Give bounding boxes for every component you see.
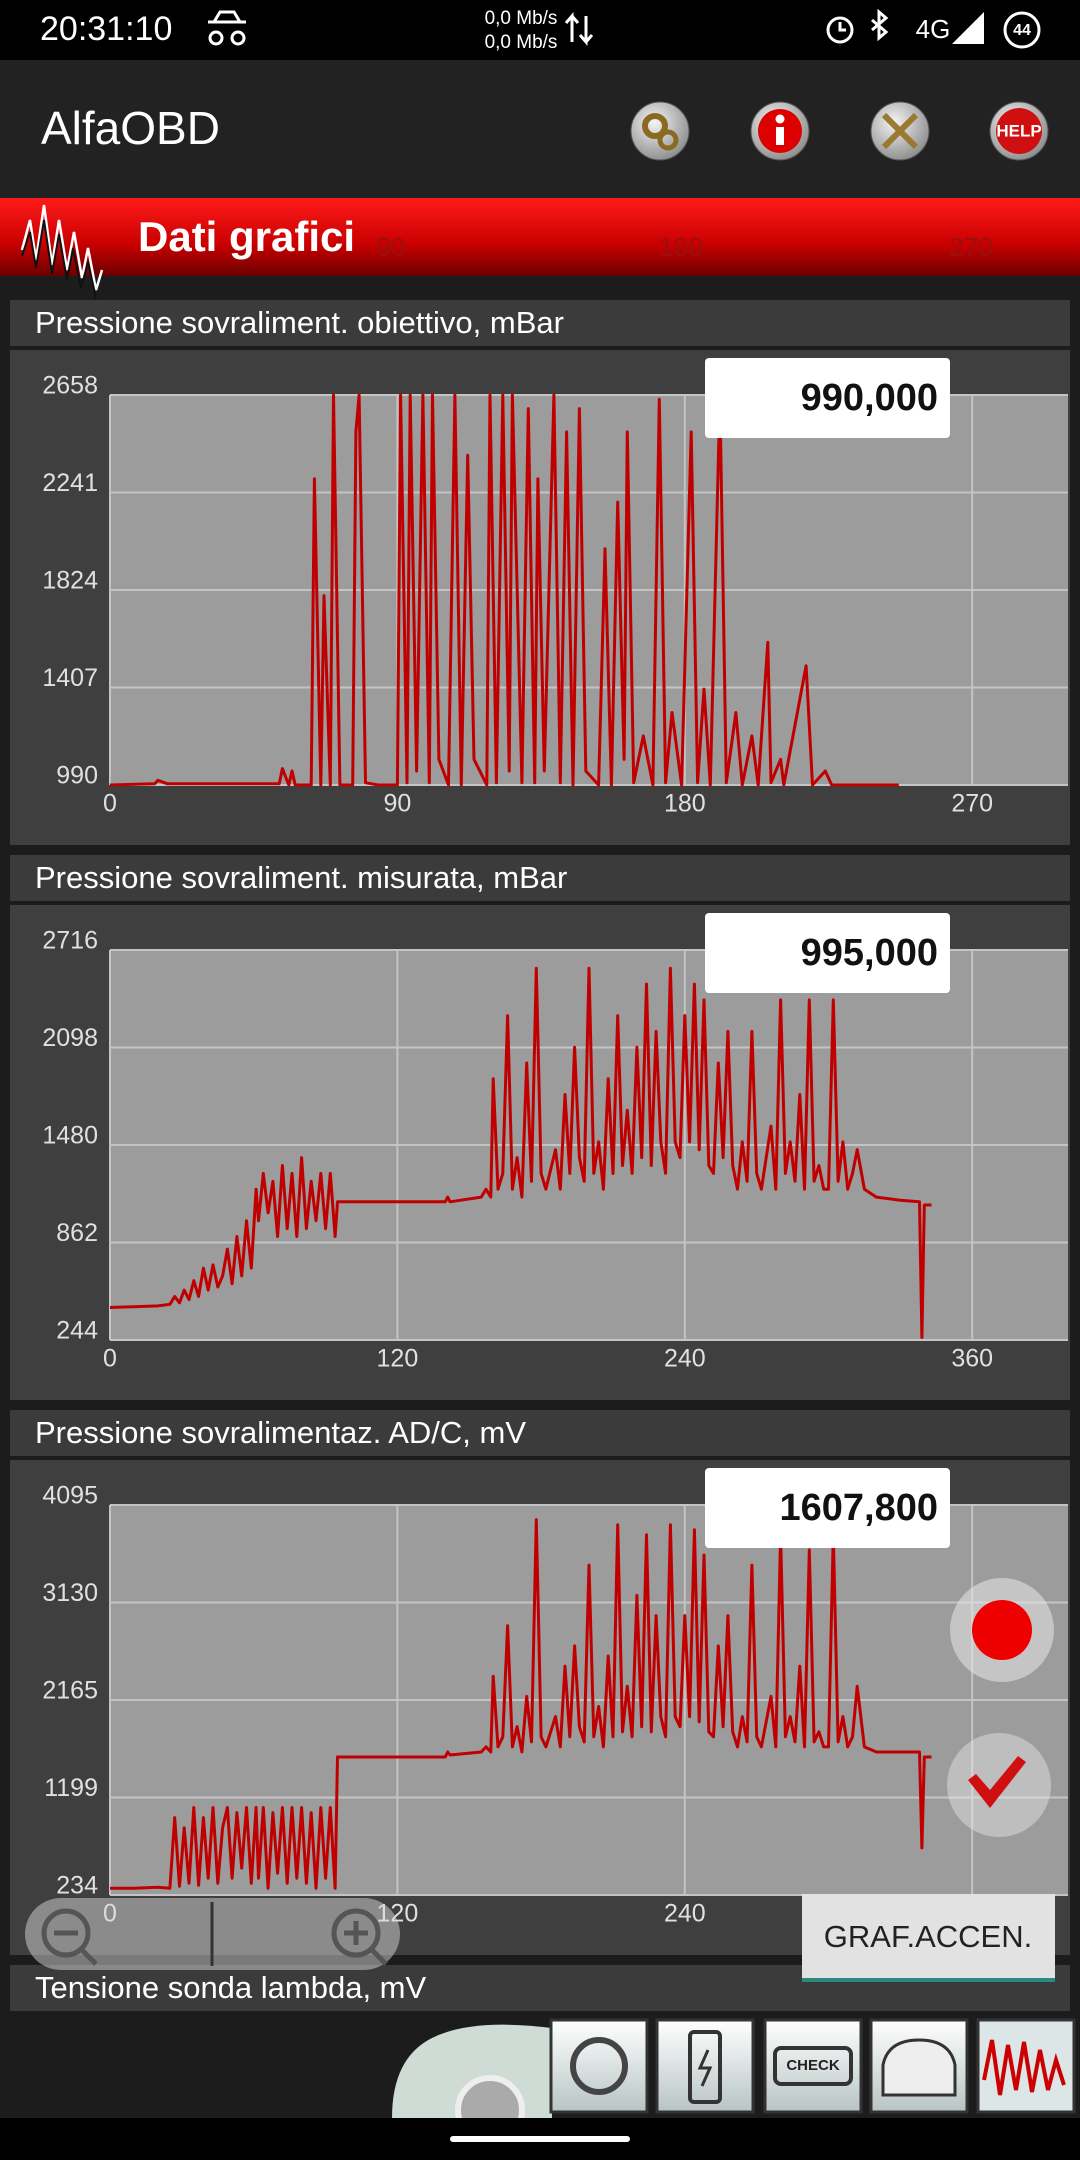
status-bar xyxy=(0,0,1080,60)
alarm-icon xyxy=(826,16,854,44)
header-title: Dati grafici xyxy=(138,213,355,260)
chart-section: Pressione sovralimentaz. AD/C, mV0120240… xyxy=(10,1410,1070,1955)
current-value: 990,000 xyxy=(801,377,938,419)
confirm-button[interactable] xyxy=(947,1733,1051,1837)
clock: 20:31:10 xyxy=(40,10,172,48)
value-box xyxy=(705,1468,950,1548)
section-title-bar xyxy=(10,1410,1070,1456)
y-tick-label: 2165 xyxy=(42,1677,98,1705)
section-title: Pressione sovraliment. misurata, mBar xyxy=(35,860,567,895)
check-engine-tile[interactable]: CHECK xyxy=(763,2018,863,2114)
bluetooth-icon xyxy=(871,8,889,42)
help-label: HELP xyxy=(996,121,1041,140)
x-tick-label: 0 xyxy=(103,1345,117,1373)
settings-button[interactable] xyxy=(630,101,690,161)
battery-tile[interactable] xyxy=(655,2018,755,2114)
zoom-out-button[interactable] xyxy=(41,1908,98,1966)
y-tick-label: 1407 xyxy=(42,664,98,692)
net-down: 0,0 Mb/s xyxy=(485,32,558,53)
net-up: 0,0 Mb/s xyxy=(485,8,558,29)
y-tick-label: 3130 xyxy=(42,1579,98,1607)
value-box xyxy=(705,913,950,993)
header-icon-shadow xyxy=(21,219,97,299)
info-button[interactable] xyxy=(750,101,810,161)
data-line xyxy=(109,393,899,787)
value-box xyxy=(705,358,950,438)
y-tick-label: 2658 xyxy=(42,372,98,400)
signal-icon xyxy=(952,12,984,44)
ghost-tick: 90 xyxy=(377,232,406,262)
zoom-in-button[interactable] xyxy=(331,1908,388,1966)
y-tick-label: 2098 xyxy=(42,1024,98,1052)
sensor-tile[interactable] xyxy=(549,2018,649,2114)
header-icon xyxy=(20,204,104,291)
y-tick-label: 244 xyxy=(56,1317,98,1345)
current-value: 1607,800 xyxy=(780,1487,939,1529)
help-button[interactable]: HELP xyxy=(989,101,1049,161)
battery-level: 44 xyxy=(1013,22,1031,39)
y-tick-label: 4095 xyxy=(42,1482,98,1510)
y-tick-label: 1824 xyxy=(42,567,98,595)
zoom-control xyxy=(25,1898,400,1970)
data-line xyxy=(109,966,932,1339)
incognito-icon xyxy=(208,10,246,46)
graph-tile[interactable] xyxy=(976,2018,1076,2114)
x-tick-label: 90 xyxy=(383,790,411,818)
ghost-tick: 270 xyxy=(949,232,992,262)
y-tick-label: 2716 xyxy=(42,927,98,955)
record-button[interactable] xyxy=(950,1578,1054,1682)
battery-ring xyxy=(1003,11,1041,49)
check-label: CHECK xyxy=(786,2057,840,2074)
graph-button[interactable]: GRAF.ACCEN. xyxy=(802,1894,1055,1982)
y-tick-label: 862 xyxy=(56,1219,98,1247)
section-title: Pressione sovraliment. obiettivo, mBar xyxy=(35,305,564,340)
section-title-bar xyxy=(10,300,1070,346)
section-title: Tensione sonda lambda, mV xyxy=(35,1970,427,2005)
app-title: AlfaOBD xyxy=(41,102,220,154)
y-tick-label: 234 xyxy=(56,1872,98,1900)
car-tile[interactable] xyxy=(869,2018,969,2114)
x-tick-label: 360 xyxy=(951,1345,993,1373)
home-indicator[interactable] xyxy=(450,2136,630,2142)
y-tick-label: 1480 xyxy=(42,1122,98,1150)
x-tick-label: 120 xyxy=(377,1345,419,1373)
x-tick-label: 240 xyxy=(664,1345,706,1373)
data-line xyxy=(110,1518,932,1890)
section-header xyxy=(0,198,1080,276)
y-tick-label: 2241 xyxy=(42,469,98,497)
section-title: Pressione sovralimentaz. AD/C, mV xyxy=(35,1415,526,1450)
y-tick-label: 1199 xyxy=(44,1774,98,1802)
current-value: 995,000 xyxy=(801,932,938,974)
data-arrows xyxy=(564,11,594,47)
x-tick-label: 240 xyxy=(664,1900,706,1928)
x-tick-label: 270 xyxy=(951,790,993,818)
graph-button-label: GRAF.ACCEN. xyxy=(824,1919,1032,1954)
x-tick-label: 180 xyxy=(664,790,706,818)
ghost-tick: 180 xyxy=(659,232,702,262)
tools-button[interactable] xyxy=(870,101,930,161)
network-type: 4G xyxy=(916,14,951,44)
x-tick-label: 0 xyxy=(103,790,117,818)
chart-section: Pressione sovraliment. misurata, mBar 0 12… xyxy=(10,855,1070,1400)
y-tick-label: 990 xyxy=(56,762,98,790)
section-title-bar xyxy=(10,855,1070,901)
